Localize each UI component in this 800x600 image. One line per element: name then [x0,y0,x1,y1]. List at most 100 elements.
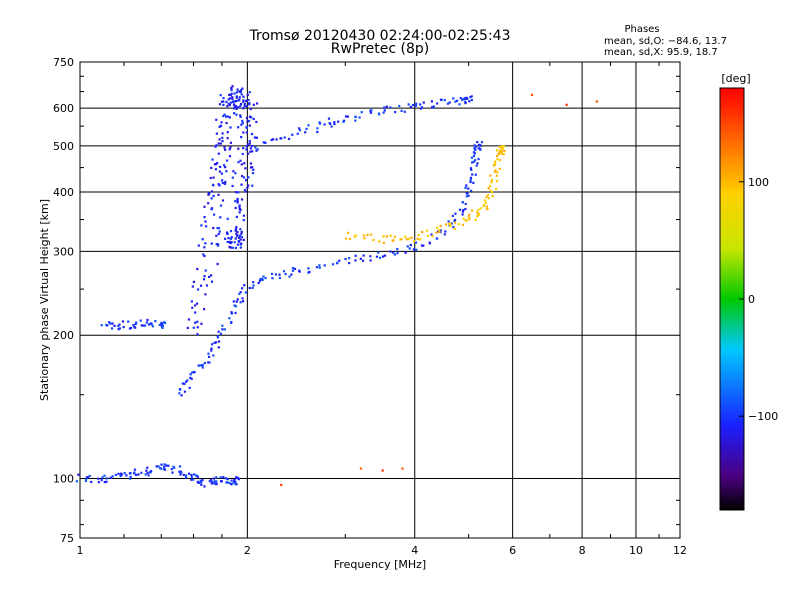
data-point [403,110,406,113]
data-point [495,149,499,152]
data-point [170,467,173,471]
data-point [415,248,418,251]
data-point [163,321,167,325]
data-point [420,244,424,247]
data-point [298,129,302,132]
data-point [235,96,238,99]
data-point [228,245,231,249]
data-point [477,157,480,161]
data-point [239,301,242,304]
data-point [228,240,231,244]
data-point [84,478,88,481]
data-point [217,193,220,196]
data-point [458,208,462,211]
data-point [249,147,252,150]
data-point [230,236,233,239]
data-point [231,176,234,179]
colorbar-tick-label: 0 [748,293,755,306]
data-point [404,235,407,238]
data-point [274,273,278,276]
data-point [240,89,243,92]
data-point [225,121,228,125]
data-point [246,186,249,189]
y-tick-label: 500 [53,140,74,153]
data-point [252,168,255,171]
data-point [150,322,153,325]
data-point [193,370,196,374]
data-point [480,141,484,144]
data-point [200,284,203,287]
data-point [210,482,213,485]
data-point [133,472,136,475]
data-point [219,94,222,97]
data-point [438,230,441,233]
y-tick-label: 400 [53,186,74,199]
data-point [100,324,103,327]
data-point [108,321,111,324]
data-point [421,230,424,234]
data-point [234,200,237,203]
data-point [291,269,295,272]
data-point [250,132,254,136]
colorbar-ticks: 100 0 −100 [739,176,778,423]
data-point [412,248,415,251]
data-point [464,186,467,189]
data-point [383,254,387,257]
data-point [209,176,212,180]
data-point [498,167,501,171]
data-point [406,245,409,248]
data-point [236,201,239,204]
data-point [201,238,204,241]
data-point [488,184,492,187]
data-point [392,251,395,254]
data-point [201,366,204,369]
data-point [238,234,242,237]
data-point [235,99,238,103]
data-point [381,469,384,472]
y-tick-label: 100 [53,473,74,486]
data-point [440,98,443,101]
data-point [224,237,227,240]
data-point [192,280,196,283]
data-point [215,482,218,486]
data-point [218,230,221,233]
data-point [238,98,241,101]
data-point [471,209,474,212]
data-point [476,162,479,165]
data-point [162,467,165,471]
x-tick-label: 12 [673,544,687,557]
data-point [235,232,238,235]
data-point [227,237,230,240]
data-point [474,159,477,162]
data-point [565,103,568,106]
data-point [318,264,321,267]
data-point [243,188,247,192]
data-point [489,189,492,192]
data-point [241,87,244,90]
data-point [240,123,243,126]
data-point [245,99,248,103]
data-point [210,347,213,350]
data-point [222,100,225,103]
data-point [500,145,504,148]
data-point [389,250,392,253]
data-point [158,466,162,470]
data-point [214,145,217,148]
data-point [498,145,501,149]
data-point [225,231,229,234]
data-point [220,100,224,103]
data-point [470,156,474,159]
data-point [453,219,457,222]
data-point [502,144,505,148]
data-point [225,481,229,484]
data-point [125,474,128,477]
data-point [236,243,239,246]
data-point [237,147,240,150]
data-point [147,474,150,477]
data-point [171,471,174,474]
data-point [486,194,490,197]
data-point [221,136,224,139]
data-point [242,95,245,98]
data-point [271,277,274,280]
data-point [400,109,403,112]
